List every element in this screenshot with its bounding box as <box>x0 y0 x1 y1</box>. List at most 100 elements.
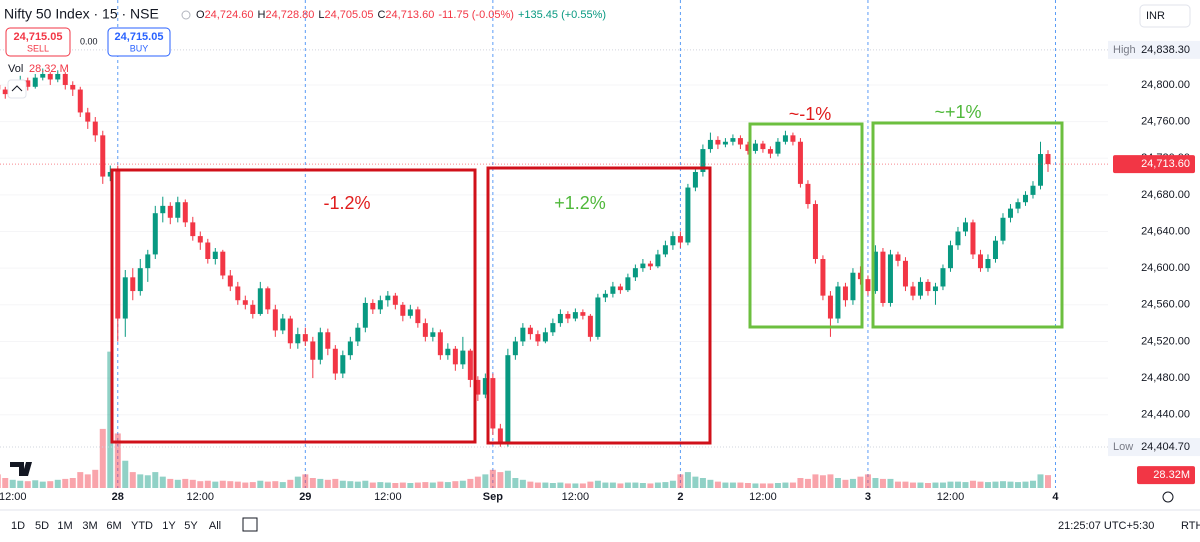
volume-bar <box>309 478 316 488</box>
volume-bar <box>489 469 496 488</box>
volume-bar <box>609 482 616 488</box>
volume-bar <box>864 474 871 488</box>
volume-bar <box>444 482 451 488</box>
volume-bar <box>879 478 886 488</box>
candle-body <box>730 138 736 142</box>
candle-body <box>310 341 316 360</box>
volume-bar <box>437 481 444 488</box>
volume-bar <box>1037 474 1044 488</box>
volume-bar <box>759 483 766 488</box>
settings-icon[interactable] <box>1162 491 1174 503</box>
range-button[interactable]: 1M <box>57 520 72 532</box>
volume-bar <box>999 481 1006 488</box>
candle-body <box>2 89 8 95</box>
range-button[interactable]: All <box>209 520 221 532</box>
volume-bar <box>939 482 946 488</box>
volume-bar <box>887 478 894 488</box>
candle-body <box>587 315 593 337</box>
volume-bar <box>632 482 639 488</box>
date-range-icon[interactable] <box>242 517 258 532</box>
sell-button[interactable] <box>5 27 71 57</box>
volume-bar <box>857 476 864 488</box>
x-tick-label: Sep <box>483 491 503 503</box>
candle-body <box>265 288 271 310</box>
visibility-icon[interactable] <box>181 10 191 20</box>
candle-body <box>167 205 173 218</box>
volume-bar <box>249 482 256 488</box>
volume-bar <box>32 480 39 488</box>
y-tick-label: 24,640.00 <box>1141 225 1190 237</box>
volume-bar <box>414 482 421 488</box>
last-volume-label: 28.32M <box>1153 469 1190 481</box>
candle-body <box>25 80 31 87</box>
volume-bar <box>17 480 24 488</box>
volume-bar <box>902 481 909 488</box>
buy-button[interactable] <box>107 27 171 57</box>
volume-bar <box>69 478 76 488</box>
x-tick-label: 12:00 <box>937 491 965 503</box>
range-button[interactable]: 5Y <box>184 520 198 532</box>
candle-body <box>1045 154 1051 165</box>
volume-bar <box>422 482 429 488</box>
candle-body <box>332 348 338 374</box>
candle-body <box>40 73 46 78</box>
ohlc-value: 24,705.05 <box>325 9 374 21</box>
candle-body <box>550 323 556 333</box>
collapse-button[interactable] <box>7 79 27 99</box>
volume-bar <box>144 475 151 488</box>
candle-body <box>1000 217 1006 241</box>
candle-body <box>782 135 788 142</box>
buy-label: BUY <box>130 43 149 53</box>
volume-label: Vol <box>8 63 23 75</box>
ohlc-value: 24,724.60 <box>205 9 254 21</box>
candle-body <box>715 139 721 145</box>
volume-bar <box>227 481 234 488</box>
candle-body <box>1030 185 1036 195</box>
tv-logo <box>10 462 32 476</box>
range-button[interactable]: 1D <box>11 520 25 532</box>
volume-bar <box>572 483 579 488</box>
candle-body <box>932 286 938 292</box>
volume-bar <box>99 428 106 488</box>
ohlc-value: 24,713.60 <box>385 9 434 21</box>
volume-bar <box>92 469 99 488</box>
volume-bar <box>204 480 211 488</box>
candle-body <box>1022 194 1028 203</box>
time-axis: 12:00 28 12:00 29 12:00 Sep 12:00 2 12:00 3 12:00 4 <box>0 491 1059 503</box>
bottom-toolbar: 1D 5D 1M 3M 6M YTD 1Y 5Y All <box>11 520 221 532</box>
volume-bar <box>812 474 819 488</box>
candle-body <box>385 295 391 301</box>
range-button[interactable]: 6M <box>106 520 121 532</box>
candle-body <box>775 141 781 154</box>
x-tick-label: 12:00 <box>374 491 402 503</box>
candle-body <box>212 251 218 259</box>
volume-bar <box>39 481 46 488</box>
range-button[interactable]: 3M <box>82 520 97 532</box>
volume-bar <box>167 478 174 488</box>
range-button[interactable]: YTD <box>131 520 153 532</box>
change: -11.75 (-0.05%) <box>438 9 514 21</box>
candle-body <box>722 141 728 145</box>
sell-price: 24,715.05 <box>14 31 63 43</box>
candle-body <box>887 254 893 303</box>
volume-bar <box>62 478 69 488</box>
currency-button[interactable] <box>1139 4 1191 28</box>
candle-body <box>737 138 743 145</box>
volume-bar <box>992 481 999 488</box>
candle-body <box>602 293 608 298</box>
volume-bar <box>617 483 624 488</box>
volume-bar <box>834 478 841 488</box>
candle-body <box>677 236 683 243</box>
annotation-text: -1.2% <box>323 193 370 213</box>
candle-body <box>707 139 713 150</box>
range-button[interactable]: 5D <box>35 520 49 532</box>
currency: INR <box>1146 10 1165 22</box>
x-tick-label: 3 <box>865 491 871 503</box>
volume-bar <box>684 472 691 488</box>
x-tick-label: 4 <box>1052 491 1059 503</box>
volume-bar <box>377 482 384 488</box>
range-button[interactable]: 1Y <box>162 520 176 532</box>
volume-bar <box>257 480 264 488</box>
candle-body <box>557 313 563 324</box>
